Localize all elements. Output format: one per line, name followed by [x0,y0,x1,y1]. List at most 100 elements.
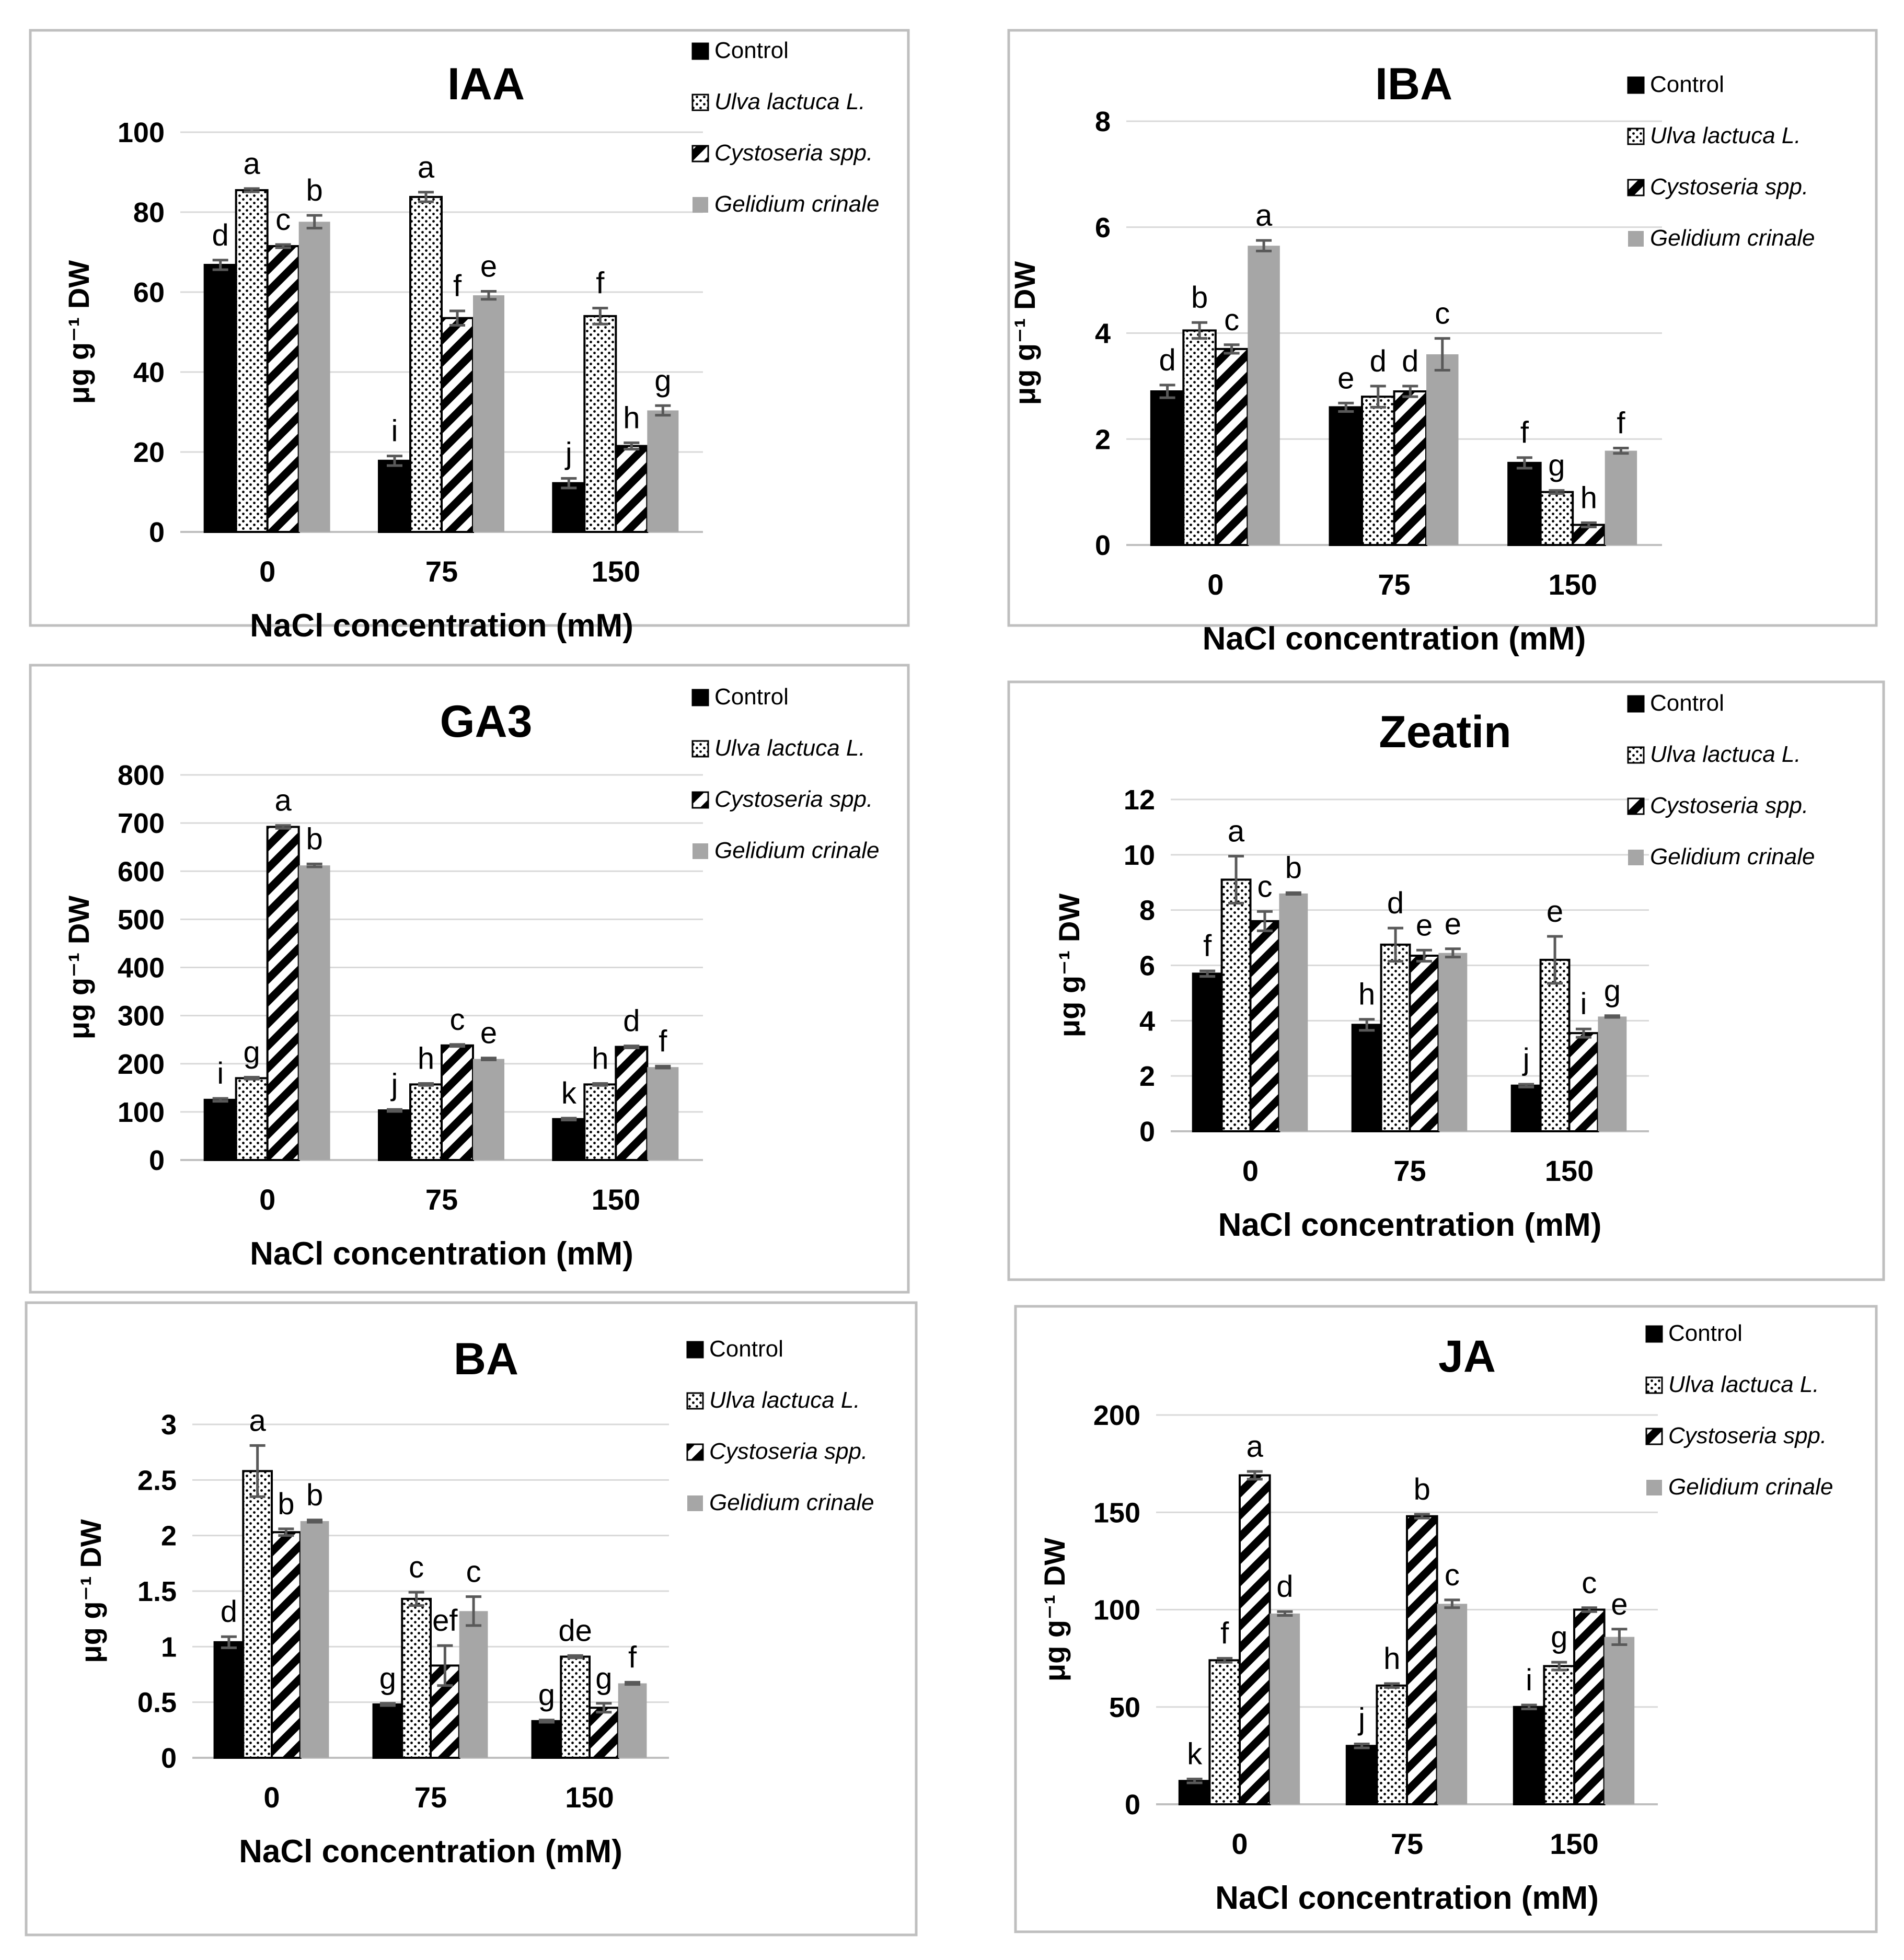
y-tick-label: 200 [1093,1400,1140,1431]
significance-letter: h [592,1042,608,1076]
legend-label: Cystoseria spp. [1650,793,1808,818]
bar-gray [473,1059,504,1160]
significance-letter: a [418,150,435,184]
legend-swatch [1627,695,1645,713]
significance-letter: i [391,414,398,448]
y-tick-label: 0 [1125,1789,1140,1820]
significance-letter: b [278,1487,294,1521]
bar-dots [1543,1665,1575,1805]
significance-letter: d [221,1595,237,1629]
y-tick-label: 2 [1095,424,1111,455]
significance-letter: j [1522,1042,1530,1076]
x-tick-label: 0 [263,1781,280,1814]
legend-label: Gelidium crinale [714,838,879,863]
significance-letter: c [1435,297,1450,331]
significance-letter: i [1526,1663,1532,1697]
bar-solid [1345,1745,1378,1805]
bar-stripes [1568,1032,1599,1133]
bar-stripes [1249,920,1280,1133]
y-axis-label: μg g⁻¹ DW [1038,1538,1071,1681]
y-axis-label: μg g⁻¹ DW [62,260,95,404]
legend-label: Ulva lactuca L. [1668,1372,1819,1397]
x-tick-label: 75 [1393,1154,1426,1187]
x-tick-label: 75 [1391,1827,1423,1860]
significance-letter: a [1228,814,1245,848]
significance-letter: f [596,266,605,300]
y-axis-label: μg g⁻¹ DW [1053,894,1086,1037]
bar-solid [1507,461,1542,547]
x-tick-label: 0 [1207,568,1224,601]
significance-letter: f [1220,1617,1229,1651]
significance-letter: d [1159,343,1175,377]
significance-letter: j [564,436,572,470]
bar-gray [1437,1604,1468,1804]
y-tick-label: 3 [161,1409,177,1441]
legend-swatch [1645,1428,1663,1445]
significance-letter: b [306,1478,323,1512]
significance-letter: h [623,401,640,435]
significance-letter: g [244,1036,260,1070]
bar-dots [1208,1659,1241,1806]
x-axis-label: NaCl concentration (mM) [250,1236,633,1272]
x-tick-label: 75 [414,1781,447,1814]
bar-stripes [441,317,474,533]
significance-letter: c [1582,1566,1597,1600]
significance-letter: f [453,269,462,303]
y-tick-label: 500 [118,904,165,935]
significance-letter: f [659,1024,667,1058]
bar-dots [583,315,617,534]
legend-swatch [1646,1480,1662,1495]
bar-gray [298,222,330,532]
bar-gray [1270,1613,1300,1804]
significance-letter: j [1357,1702,1365,1736]
y-tick-label: 400 [118,953,165,984]
bar-gray [1598,1016,1627,1131]
significance-letter: d [1370,344,1387,378]
significance-letter: c [450,1003,465,1037]
chart-frame [29,664,910,1294]
y-tick-label: 0.5 [137,1687,177,1719]
significance-letter: b [1191,281,1208,315]
legend-label: Ulva lactuca L. [1650,123,1801,148]
significance-letter: a [1255,199,1273,233]
legend-swatch [691,740,709,758]
significance-letter: h [1358,978,1375,1012]
y-tick-label: 100 [118,1097,165,1128]
bar-dots [235,189,269,533]
significance-letter: h [1383,1642,1400,1676]
bar-solid [1329,406,1363,546]
significance-letter: a [275,784,292,818]
bar-dots [560,1655,591,1759]
bar-stripes [1573,1608,1606,1805]
legend-label: Gelidium crinale [1668,1474,1833,1500]
bar-gray [300,1521,329,1758]
legend-swatch [686,1341,704,1359]
legend-swatch [686,1443,704,1461]
chart-title: IBA [1375,59,1452,109]
y-tick-label: 200 [118,1049,165,1080]
y-tick-label: 8 [1095,106,1111,137]
y-tick-label: 6 [1095,212,1111,243]
legend-label: Ulva lactuca L. [1650,741,1801,767]
y-tick-label: 2 [161,1521,177,1552]
legend-swatch [691,94,709,111]
significance-letter: d [212,218,229,252]
bar-dots [409,1083,443,1162]
legend-swatch [693,843,708,859]
bar-stripes [1239,1474,1271,1806]
bar-dots [409,195,443,533]
significance-letter: d [1402,344,1418,378]
significance-letter: a [249,1404,267,1437]
bar-solid [1192,972,1223,1132]
bar-stripes [271,1531,302,1759]
legend-swatch [1645,1376,1663,1394]
x-tick-label: 150 [1545,1154,1594,1187]
bar-gray [1605,450,1637,545]
bar-dots [1539,491,1574,546]
x-tick-label: 75 [425,1183,458,1216]
bar-solid [372,1703,403,1759]
significance-letter: b [1285,851,1302,885]
significance-letter: a [244,147,261,181]
bar-dots [1220,878,1252,1133]
legend-swatch [1627,179,1645,196]
